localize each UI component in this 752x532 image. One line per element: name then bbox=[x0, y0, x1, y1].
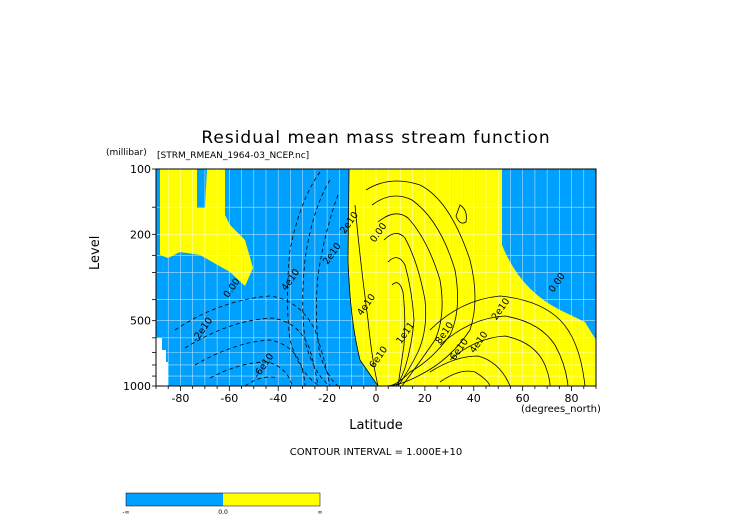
x-tick-label: 40 bbox=[467, 392, 481, 405]
x-tick-label: 80 bbox=[565, 392, 579, 405]
colorbar-label: 0.0 bbox=[218, 509, 228, 516]
y-tick-label: 200 bbox=[130, 228, 151, 241]
x-tick-label: 20 bbox=[418, 392, 432, 405]
chart-title: Residual mean mass stream function bbox=[201, 128, 551, 148]
x-tick-label: -60 bbox=[220, 392, 238, 405]
contour-interval-text: CONTOUR INTERVAL = 1.000E+10 bbox=[289, 447, 463, 458]
source-label: [STRM_RMEAN_1964-03_NCEP.nc] bbox=[157, 151, 310, 161]
x-tick-label: 60 bbox=[516, 392, 530, 405]
positive-contours bbox=[354, 180, 586, 386]
x-unit-label: (degrees_north) bbox=[521, 404, 601, 415]
x-tick-label: 0 bbox=[373, 392, 380, 405]
x-tick-label: -20 bbox=[318, 392, 336, 405]
colorbar-label: ∞ bbox=[318, 509, 323, 516]
positive-region-north bbox=[348, 169, 596, 386]
y-unit-label: (millibar) bbox=[106, 148, 147, 158]
x-axis: -80 -60 -40 -20 0 20 40 60 80 bbox=[155, 386, 597, 405]
y-axis: 100 200 500 1000 bbox=[123, 163, 156, 393]
positive-region-south bbox=[160, 169, 253, 286]
y-tick-label: 500 bbox=[130, 315, 151, 328]
colorbar: -∞ 0.0 ∞ bbox=[122, 492, 323, 516]
colorbar-swatch bbox=[223, 493, 320, 506]
zero-contour bbox=[347, 169, 379, 386]
colorbar-label: -∞ bbox=[122, 509, 129, 516]
x-tick-label: -40 bbox=[269, 392, 287, 405]
y-tick-label: 1000 bbox=[123, 380, 151, 393]
x-axis-label: Latitude bbox=[349, 418, 403, 433]
y-axis-label: Level bbox=[88, 235, 103, 270]
missing-region bbox=[156, 338, 168, 386]
x-tick-label: -80 bbox=[171, 392, 189, 405]
colorbar-frame bbox=[125, 492, 321, 507]
y-tick-label: 100 bbox=[130, 163, 151, 176]
negative-contours bbox=[174, 171, 339, 386]
colorbar-swatch bbox=[126, 493, 223, 506]
